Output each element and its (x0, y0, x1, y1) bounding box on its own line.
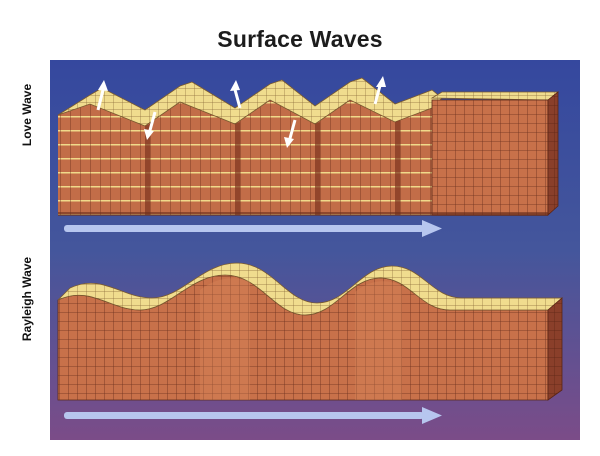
love-wave-undisturbed-block (431, 99, 549, 216)
diagram-title: Surface Waves (217, 26, 383, 52)
love-particle-motion-arrows (96, 76, 386, 148)
rayleigh-wave-direction-arrow (64, 407, 442, 424)
rayleigh-wave-label: Rayleigh Wave (20, 256, 34, 342)
surface-waves-illustration (50, 60, 580, 440)
love-wave-label: Love Wave (20, 83, 34, 147)
love-wave-direction-arrow (64, 220, 442, 237)
rayleigh-wave-block (57, 262, 564, 401)
